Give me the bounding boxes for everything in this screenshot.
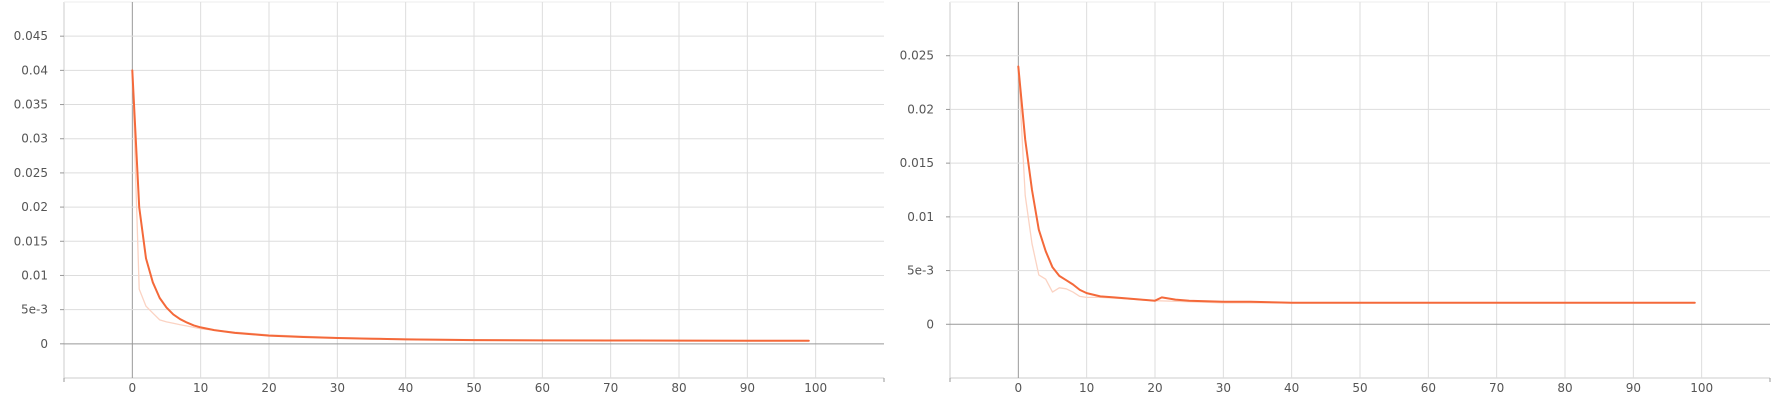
- x-tick-label: 80: [1557, 381, 1572, 395]
- right-loss-chart: 0 10 20 30 40 50 60 70 80 90 100 0 5e-3 0.01 0.015 0.02…: [900, 1, 1771, 395]
- y-tick-label: 0.025: [900, 49, 934, 63]
- y-tick-label: 0.015: [900, 156, 934, 170]
- x-tick-label: 20: [261, 381, 276, 395]
- x-tick-label: 60: [535, 381, 550, 395]
- x-tick-label: 50: [1352, 381, 1367, 395]
- raw-series-line: [131, 69, 810, 342]
- y-tick-label: 0.035: [14, 98, 48, 112]
- y-tick-label: 0.045: [14, 29, 48, 43]
- x-tick-label: 70: [1489, 381, 1504, 395]
- y-tick-label: 0.03: [21, 132, 48, 146]
- x-tick-label: 80: [671, 381, 686, 395]
- raw-series-line: [1017, 65, 1696, 304]
- y-tick-label: 0.025: [14, 166, 48, 180]
- x-tick-label: 90: [1626, 381, 1641, 395]
- smoothed-series-line: [1017, 65, 1696, 304]
- y-tick-label: 5e-3: [21, 303, 48, 317]
- y-tick-label: 0.02: [21, 200, 48, 214]
- x-tick-label: 0: [1015, 381, 1023, 395]
- x-tick-label: 40: [1284, 381, 1299, 395]
- x-tick-label: 30: [1216, 381, 1231, 395]
- x-tick-label: 50: [466, 381, 481, 395]
- right-chart-panel: 0 10 20 30 40 50 60 70 80 90 100 0 5e-3 0.01 0.015 0.02…: [886, 0, 1772, 400]
- y-tick-label: 0.01: [21, 268, 48, 282]
- y-tick-label: 0.01: [907, 210, 934, 224]
- x-tick-label: 0: [129, 381, 137, 395]
- y-tick-label: 5e-3: [907, 264, 934, 278]
- y-tick-label: 0: [926, 317, 934, 331]
- x-tick-label: 60: [1421, 381, 1436, 395]
- x-tick-label: 20: [1147, 381, 1162, 395]
- smoothed-series-line: [131, 69, 810, 342]
- left-chart-panel: 0 10 20 30 40 50 60 70 80 90 100 0 5e-3 0.01 0.015 0.02…: [14, 1, 885, 395]
- x-tick-label: 10: [1079, 381, 1094, 395]
- x-tick-label: 100: [1690, 381, 1713, 395]
- left-loss-chart: 0 10 20 30 40 50 60 70 80 90 100 0 5e-3 0.01 0.015 0.02…: [14, 1, 885, 395]
- y-tick-label: 0.02: [907, 102, 934, 116]
- x-tick-label: 100: [804, 381, 827, 395]
- x-tick-label: 30: [330, 381, 345, 395]
- y-tick-label: 0: [40, 337, 48, 351]
- x-tick-label: 10: [193, 381, 208, 395]
- y-tick-label: 0.015: [14, 234, 48, 248]
- x-tick-label: 40: [398, 381, 413, 395]
- x-tick-label: 70: [603, 381, 618, 395]
- y-tick-label: 0.04: [21, 63, 48, 77]
- x-tick-label: 90: [740, 381, 755, 395]
